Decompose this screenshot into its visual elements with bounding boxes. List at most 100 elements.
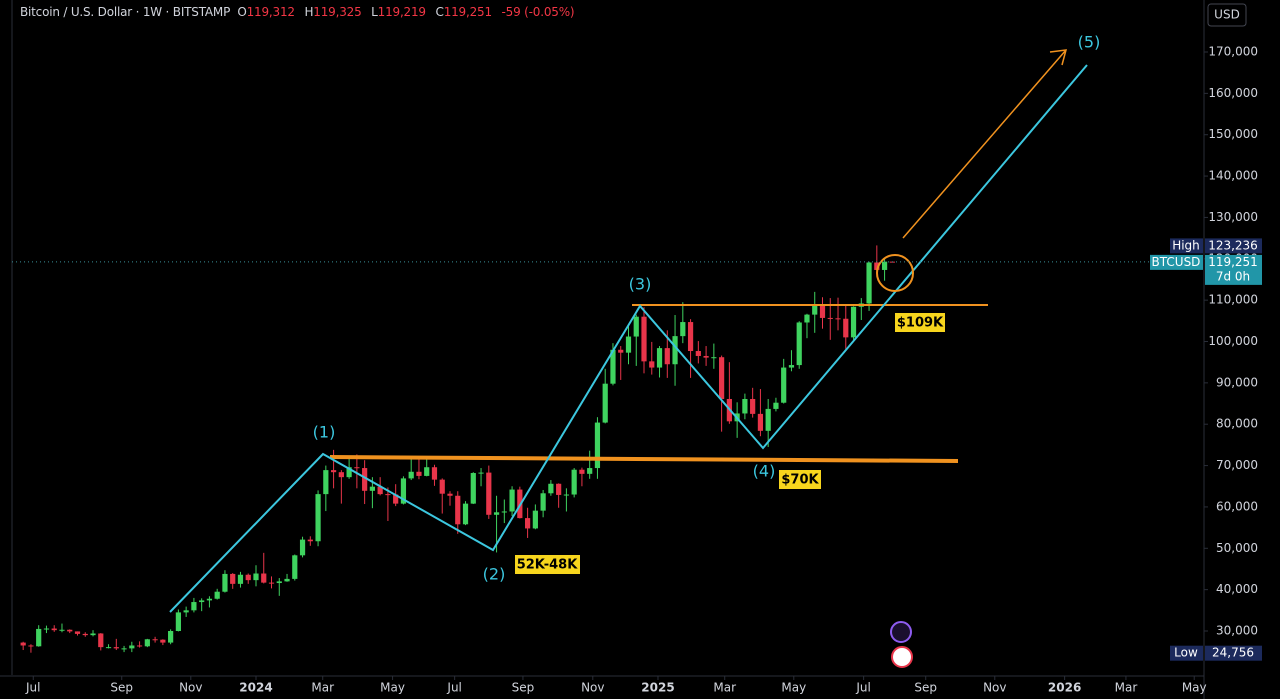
wave-line xyxy=(169,64,1088,613)
candle-body xyxy=(253,573,259,581)
marker-name: Low xyxy=(1174,646,1198,660)
candle-body xyxy=(416,471,422,476)
candle-body xyxy=(719,357,725,399)
candle-body xyxy=(67,629,73,632)
price-tag-bg xyxy=(779,470,821,489)
candle-body xyxy=(183,610,189,613)
candle-body xyxy=(703,355,709,358)
x-tick-label: Mar xyxy=(1115,681,1138,695)
x-tick-label: Jul xyxy=(855,681,870,695)
candle-body xyxy=(796,322,802,366)
marker-name-bg xyxy=(1170,645,1203,661)
y-tick-label: 90,000 xyxy=(1216,375,1258,389)
x-tick-label: Mar xyxy=(713,681,736,695)
wave-label: (5) xyxy=(1078,33,1101,52)
candle-body xyxy=(602,383,608,423)
candle-body xyxy=(827,317,833,319)
x-tick-label: May xyxy=(1182,681,1207,695)
candle-body xyxy=(680,322,686,337)
currency-button[interactable] xyxy=(1207,3,1247,27)
price-tag-bg xyxy=(515,555,580,574)
y-tick-label: 140,000 xyxy=(1208,169,1258,183)
candle-body xyxy=(548,483,554,494)
marker-name: High xyxy=(1172,238,1200,252)
candle-body xyxy=(804,314,810,323)
x-tick-label: Nov xyxy=(179,681,202,695)
candle-body xyxy=(633,316,639,337)
candle-body xyxy=(276,581,282,584)
candle-body xyxy=(773,402,779,409)
candle-body xyxy=(532,510,538,529)
marker-value-bg xyxy=(1205,645,1262,661)
candle-body xyxy=(199,600,205,603)
candle-body xyxy=(819,304,826,318)
candle-body xyxy=(28,645,34,647)
ohlc-value: 119,219 xyxy=(377,5,426,19)
highlight-circle xyxy=(876,254,914,292)
candle-body xyxy=(299,539,306,556)
wave-label: (2) xyxy=(483,565,506,584)
candle-body xyxy=(587,468,593,474)
candle-body xyxy=(641,316,647,362)
ohlc-key: H xyxy=(304,5,314,19)
candle-body xyxy=(261,573,267,583)
candle-body xyxy=(478,472,484,474)
y-tick-label: 160,000 xyxy=(1208,86,1258,100)
candle-body xyxy=(843,318,849,338)
x-tick-label: Sep xyxy=(512,681,535,695)
x-tick-label: Nov xyxy=(581,681,604,695)
candle-body xyxy=(788,365,795,368)
candle-body xyxy=(812,304,818,315)
candle-body xyxy=(237,574,244,584)
candle-body xyxy=(338,472,344,478)
candle-body xyxy=(51,628,57,631)
y-tick-label: 60,000 xyxy=(1216,499,1258,513)
candle-body xyxy=(74,631,81,634)
candle-body xyxy=(214,591,220,599)
candle-body xyxy=(160,639,166,643)
event-icon[interactable] xyxy=(890,621,912,643)
candle-body xyxy=(874,262,880,270)
candle-body xyxy=(245,574,251,581)
candle-body xyxy=(323,470,329,495)
candle-body xyxy=(36,628,42,647)
last-price-name-bg xyxy=(1150,254,1203,270)
candle-body xyxy=(20,642,26,646)
candle-body xyxy=(447,493,453,496)
candle-body xyxy=(525,518,531,529)
candle-body xyxy=(152,639,158,641)
candle-body xyxy=(292,555,298,579)
x-tick-label: Jul xyxy=(25,681,40,695)
ohlc-key: C xyxy=(435,5,444,19)
arrow-head xyxy=(1049,49,1068,66)
wave-label: (3) xyxy=(629,275,652,294)
wave-label: (4) xyxy=(753,462,776,481)
economic-event-icon[interactable] xyxy=(891,646,913,668)
ohlc-value: 119,312 xyxy=(246,5,295,19)
y-tick-label: 30,000 xyxy=(1216,624,1258,638)
candle-body xyxy=(307,539,313,542)
candle-body xyxy=(400,478,407,504)
candle-body xyxy=(711,357,717,359)
last-price-value: 119,251 xyxy=(1208,255,1258,269)
candle-body xyxy=(385,494,391,496)
legend-header: Bitcoin / U.S. Dollar · 1W · BITSTAMP O1… xyxy=(20,5,580,19)
marker-value: 24,756 xyxy=(1212,646,1254,660)
candle-body xyxy=(455,495,461,525)
y-tick-label: 170,000 xyxy=(1208,44,1258,58)
x-tick-label: May xyxy=(380,681,405,695)
candle-body xyxy=(408,471,414,479)
candle-body xyxy=(59,629,65,631)
x-tick-label: 2025 xyxy=(641,681,674,695)
last-price-name: BTCUSD xyxy=(1152,255,1201,269)
ohlc-value: 119,325 xyxy=(313,5,362,19)
candle-body xyxy=(330,470,337,473)
candle-body xyxy=(377,486,383,495)
candle-body xyxy=(206,598,213,601)
x-tick-label: Nov xyxy=(983,681,1006,695)
currency[interactable]: USD xyxy=(1214,8,1240,22)
candle-body xyxy=(563,494,570,496)
marker-name-bg xyxy=(1170,238,1203,254)
